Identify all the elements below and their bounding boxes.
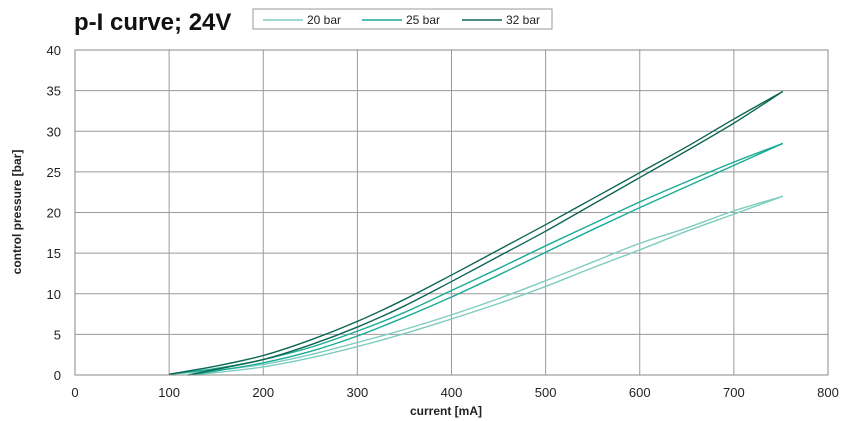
chart-title: p-I curve; 24V bbox=[74, 9, 231, 36]
legend-label-0: 20 bar bbox=[307, 13, 341, 27]
y-tick-label-20: 20 bbox=[47, 206, 61, 221]
legend-label-1: 25 bar bbox=[406, 13, 440, 27]
x-tick-label-500: 500 bbox=[535, 385, 557, 400]
x-tick-label-200: 200 bbox=[252, 385, 274, 400]
y-tick-label-40: 40 bbox=[47, 43, 61, 58]
axes: 0 100 200 300 400 500 600 700 800 0 5 10 15 20 25 30 35 4… bbox=[47, 43, 839, 400]
x-axis-title: current [mA] bbox=[410, 404, 482, 418]
series-2-curve-0 bbox=[169, 90, 784, 375]
series-2-curve-1 bbox=[187, 90, 784, 376]
grid bbox=[74, 49, 829, 376]
series-1-curve-1 bbox=[187, 142, 784, 376]
series-1-curve-0 bbox=[169, 142, 784, 375]
series-curves bbox=[169, 90, 784, 376]
x-tick-label-0: 0 bbox=[71, 385, 78, 400]
x-tick-label-300: 300 bbox=[347, 385, 369, 400]
x-tick-label-700: 700 bbox=[723, 385, 745, 400]
series-0-curve-0 bbox=[169, 195, 784, 375]
legend: 20 bar 25 bar 32 bar bbox=[252, 8, 553, 30]
y-tick-label-25: 25 bbox=[47, 165, 61, 180]
legend-label-2: 32 bar bbox=[506, 13, 540, 27]
y-tick-label-5: 5 bbox=[54, 327, 61, 342]
y-tick-label-35: 35 bbox=[47, 84, 61, 99]
x-tick-label-400: 400 bbox=[441, 385, 463, 400]
x-tick-label-600: 600 bbox=[629, 385, 651, 400]
y-tick-label-30: 30 bbox=[47, 124, 61, 139]
y-tick-label-10: 10 bbox=[47, 287, 61, 302]
legend-box bbox=[252, 8, 553, 30]
x-tick-label-800: 800 bbox=[817, 385, 839, 400]
y-tick-label-0: 0 bbox=[54, 368, 61, 383]
x-tick-label-100: 100 bbox=[158, 385, 180, 400]
y-axis-title: control pressure [bar] bbox=[10, 150, 24, 275]
plot-area-frame bbox=[74, 49, 829, 376]
series-0-curve-1 bbox=[187, 195, 784, 376]
y-tick-label-15: 15 bbox=[47, 246, 61, 261]
